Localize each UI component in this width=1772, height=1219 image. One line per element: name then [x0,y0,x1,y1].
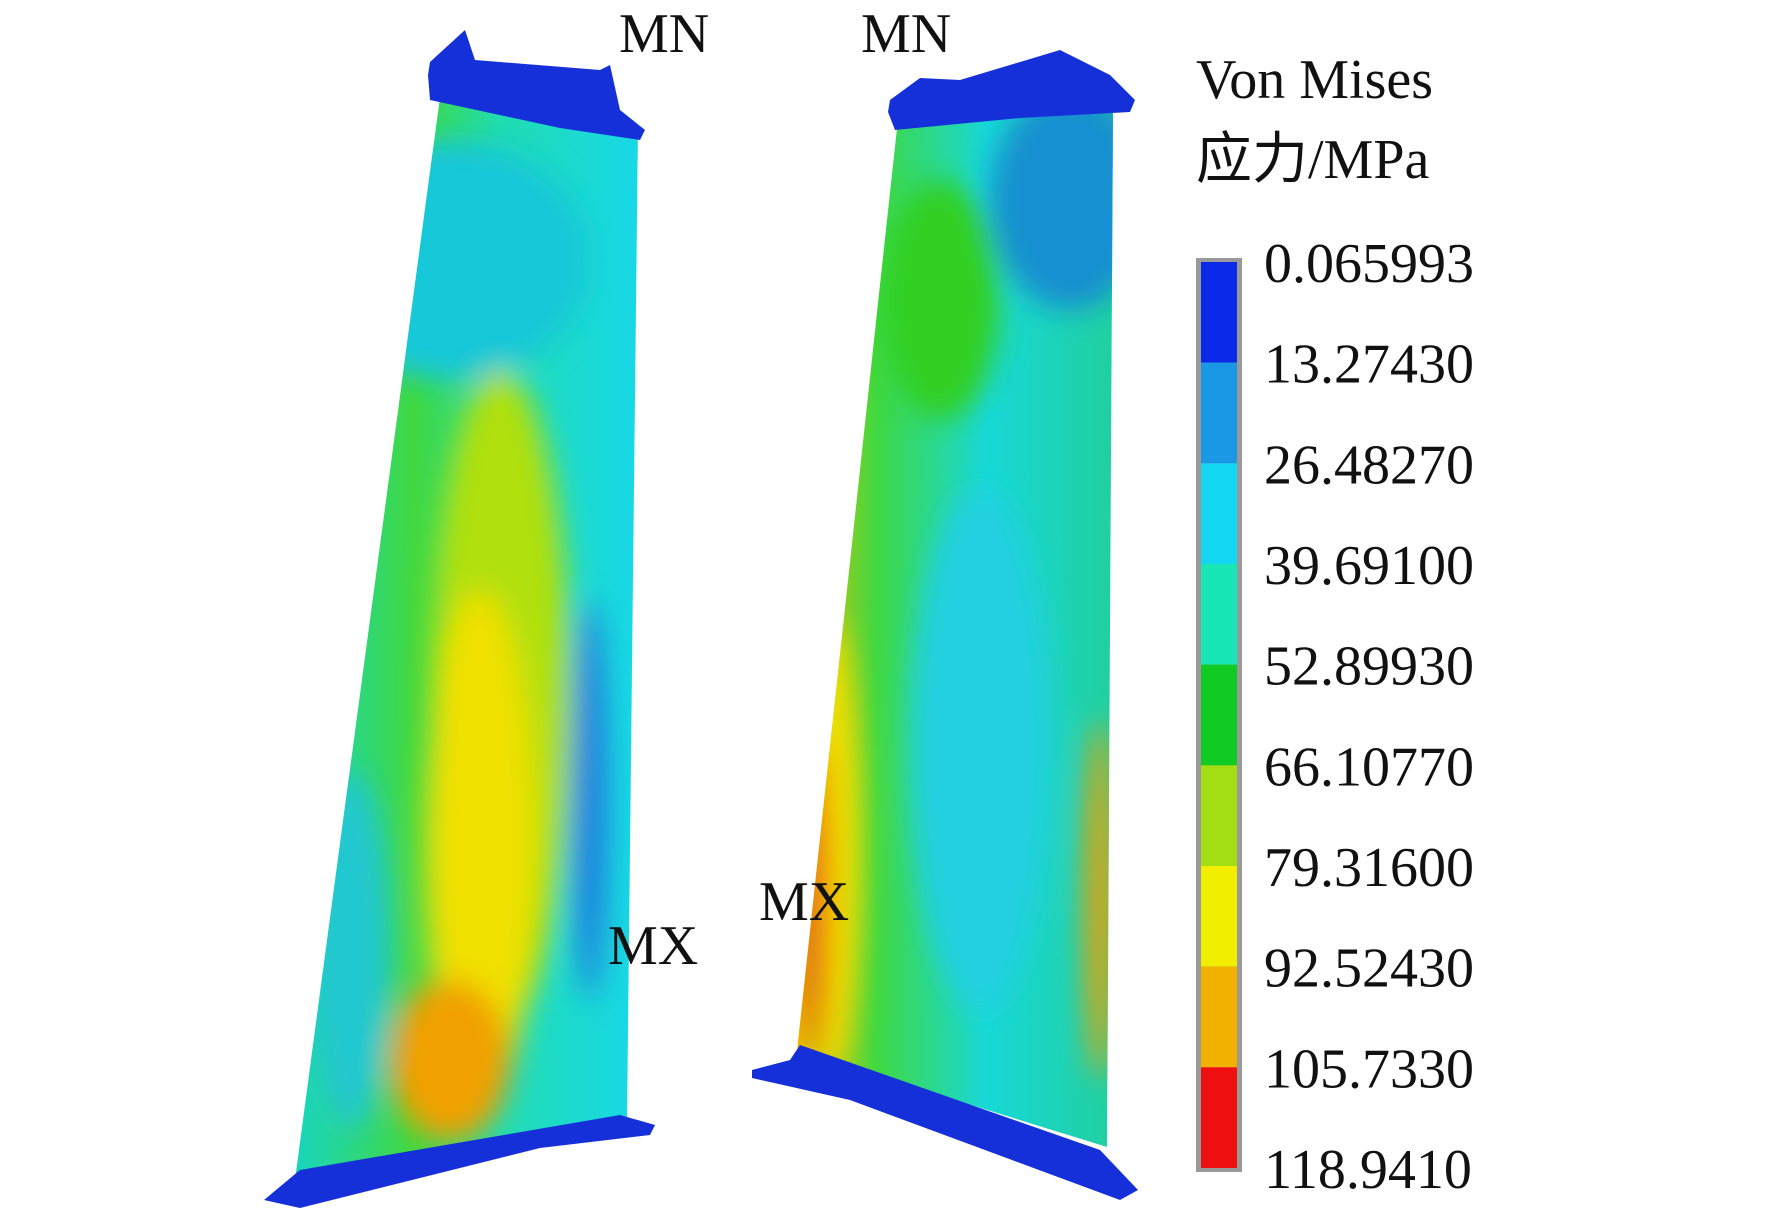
max-label: MX [608,915,698,977]
min-label: MN [619,3,709,65]
colorbar-band [1201,966,1237,1068]
colorbar-band [1201,262,1237,363]
colorbar-band [1201,1067,1237,1168]
annotations: MN MN MX MX [608,3,951,977]
legend-label: 79.31600 [1264,837,1474,899]
legend-label: 92.52430 [1264,938,1474,1000]
legend-label: 0.065993 [1264,233,1474,295]
legend-title: Von Mises [1196,49,1433,111]
legend-title: 应力/MPa [1196,129,1429,191]
max-label: MX [759,871,849,933]
legend-label: 39.69100 [1264,535,1474,597]
legend-label: 13.27430 [1264,334,1474,396]
color-legend: 0.065993 13.27430 26.48270 39.69100 52.89930… [1196,233,1474,1201]
legend-label: 52.89930 [1264,636,1474,698]
min-label: MN [861,3,951,65]
colorbar-band [1201,463,1237,564]
left-blade [264,30,655,1208]
colorbar-band [1201,564,1237,665]
colorbar-band [1201,866,1237,967]
colorbar-band [1201,664,1237,766]
legend-label: 105.7330 [1264,1038,1474,1100]
legend-label: 66.10770 [1264,736,1474,798]
colorbar-band [1201,362,1237,464]
legend-label: 26.48270 [1264,434,1474,496]
legend-label: 118.9410 [1264,1139,1472,1201]
colorbar-band [1201,765,1237,866]
right-blade [752,50,1138,1200]
